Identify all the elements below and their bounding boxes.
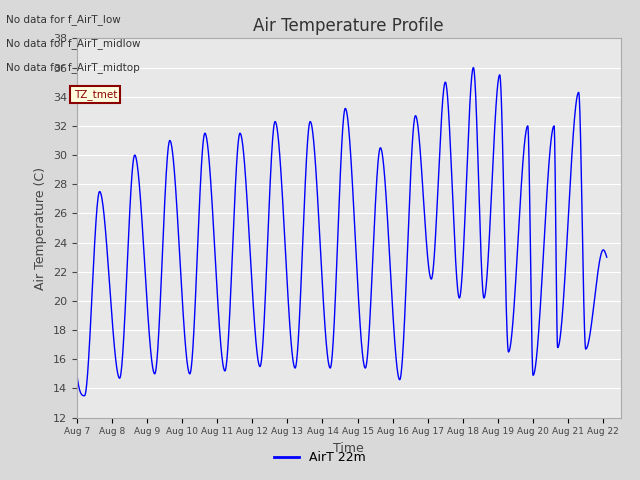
Y-axis label: Air Temperature (C): Air Temperature (C) — [35, 167, 47, 289]
X-axis label: Time: Time — [333, 442, 364, 455]
Title: Air Temperature Profile: Air Temperature Profile — [253, 17, 444, 36]
Text: No data for f_AirT_midlow: No data for f_AirT_midlow — [6, 38, 141, 49]
Legend: AirT 22m: AirT 22m — [269, 446, 371, 469]
Text: No data for f_AirT_midtop: No data for f_AirT_midtop — [6, 62, 140, 73]
Text: No data for f_AirT_low: No data for f_AirT_low — [6, 14, 121, 25]
Text: TZ_tmet: TZ_tmet — [74, 89, 117, 100]
